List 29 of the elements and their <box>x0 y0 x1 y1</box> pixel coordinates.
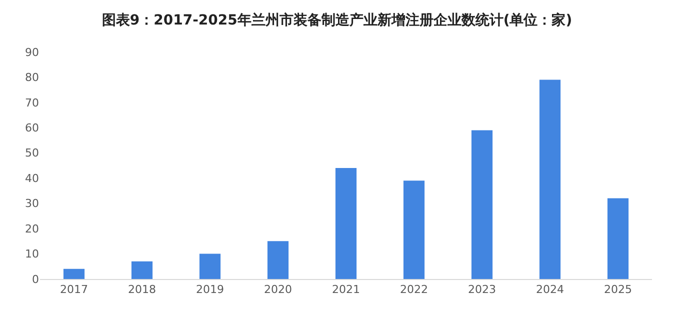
y-tick-label: 50 <box>25 146 39 160</box>
y-tick-label: 0 <box>32 272 39 286</box>
y-tick-label: 70 <box>25 96 39 110</box>
y-tick-label: 30 <box>25 197 39 210</box>
bar <box>403 180 425 279</box>
x-tick-label: 2018 <box>128 283 156 296</box>
y-tick-label: 10 <box>25 248 39 261</box>
bar <box>539 80 561 279</box>
x-tick-label: 2017 <box>60 283 88 296</box>
bar <box>335 168 357 279</box>
y-tick-label: 90 <box>25 46 39 59</box>
y-tick-label: 40 <box>25 172 39 185</box>
y-tick-label: 80 <box>25 71 39 84</box>
bar <box>267 241 289 279</box>
bar <box>471 130 493 279</box>
bar <box>131 261 153 279</box>
y-tick-label: 60 <box>25 122 39 135</box>
x-tick-label: 2023 <box>468 283 496 296</box>
x-tick-label: 2025 <box>604 283 632 296</box>
bar <box>607 198 629 279</box>
chart-title: 图表9：2017-2025年兰州市装备制造产业新增注册企业数统计(单位：家) <box>102 12 572 29</box>
x-tick-label: 2021 <box>332 283 360 296</box>
x-tick-label: 2024 <box>536 283 564 296</box>
x-tick-label: 2022 <box>400 283 428 296</box>
bar <box>63 268 85 279</box>
x-tick-label: 2020 <box>264 283 292 296</box>
x-tick-label: 2019 <box>196 283 224 296</box>
y-tick-label: 20 <box>25 222 39 236</box>
bar <box>199 254 221 279</box>
